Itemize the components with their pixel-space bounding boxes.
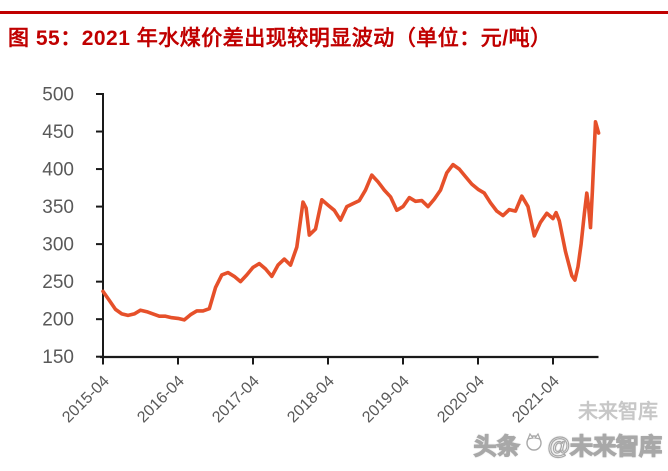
x-tick-label: 2020-04 <box>434 373 488 427</box>
y-tick-label: 200 <box>42 310 74 331</box>
y-tick-label: 150 <box>42 347 74 368</box>
y-tick-label: 300 <box>42 235 74 256</box>
y-tick-label: 350 <box>42 197 74 218</box>
x-tick-label: 2019-04 <box>359 373 413 427</box>
title-top-rule <box>0 11 668 14</box>
x-tick-label: 2018-04 <box>284 373 338 427</box>
x-tick-label: 2017-04 <box>209 373 263 427</box>
x-tick-label: 2015-04 <box>59 373 113 427</box>
y-tick-label: 250 <box>42 272 74 293</box>
price-spread-line <box>101 120 601 322</box>
x-tick-label: 2016-04 <box>134 373 188 427</box>
chart-title: 图 55：2021 年水煤价差出现较明显波动（单位：元/吨） <box>8 27 552 50</box>
y-tick-label: 500 <box>42 85 74 106</box>
y-tick-label: 450 <box>42 122 74 143</box>
y-tick-label: 400 <box>42 160 74 181</box>
x-tick-label: 2021-04 <box>509 373 563 427</box>
